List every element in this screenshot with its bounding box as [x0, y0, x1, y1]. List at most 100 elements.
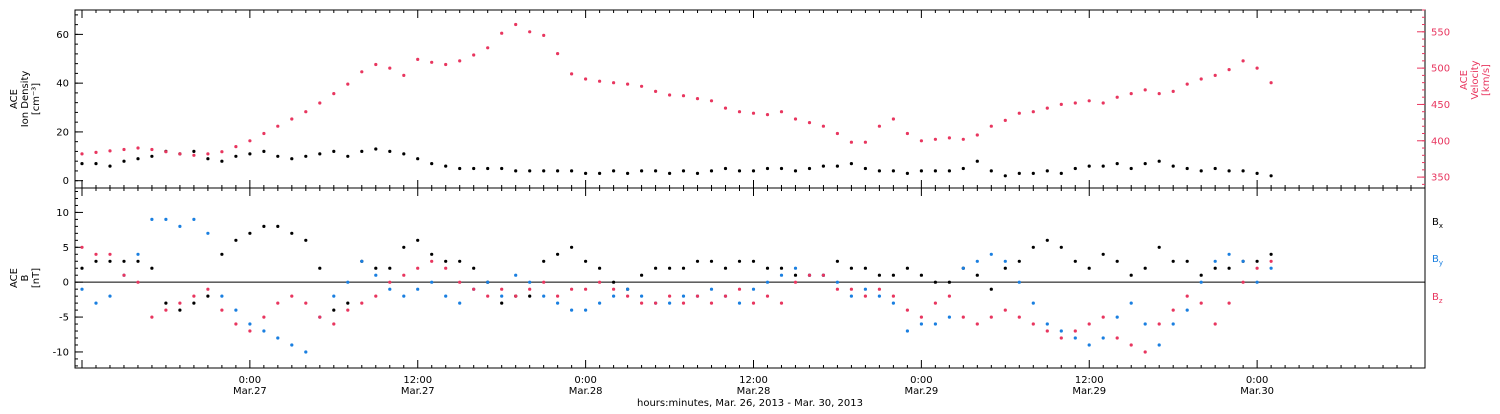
density-point — [1255, 171, 1259, 175]
by-point — [668, 301, 672, 305]
by-point — [1003, 259, 1007, 263]
by-point — [416, 287, 420, 291]
bx-point — [681, 266, 686, 270]
bz-point — [1129, 343, 1133, 347]
velocity-point — [528, 30, 532, 34]
density-point — [444, 164, 448, 168]
bz-point — [1255, 266, 1259, 270]
velocity-point — [150, 147, 154, 152]
by-point — [570, 308, 574, 312]
density-point — [1087, 164, 1091, 168]
velocity-point — [1143, 88, 1147, 92]
velocity-point — [80, 152, 84, 156]
velocity-point — [388, 66, 392, 70]
bz-point — [919, 315, 924, 319]
velocity-point — [1255, 66, 1259, 70]
bz-point — [1059, 336, 1063, 340]
bz-point — [1087, 322, 1091, 326]
x-tick-label-date: Mar.29 — [1072, 386, 1106, 397]
by-point — [220, 294, 224, 298]
x-tick-label-time: 12:00 — [1075, 375, 1104, 386]
density-point — [430, 162, 434, 166]
density-point — [458, 166, 462, 171]
bz-point — [1003, 308, 1007, 312]
bz-point — [835, 287, 840, 291]
density-point — [290, 157, 294, 161]
velocity-point — [947, 136, 952, 140]
bz-point — [346, 308, 350, 312]
by-point — [737, 301, 742, 305]
bx-point — [695, 259, 700, 263]
by-point — [1017, 280, 1021, 284]
velocity-point — [346, 82, 350, 86]
by-point — [849, 294, 854, 298]
density-point — [332, 149, 336, 153]
density-point — [1269, 174, 1273, 178]
by-point — [961, 266, 965, 270]
bz-point — [374, 294, 378, 298]
velocity-point — [877, 124, 882, 128]
by-point — [1087, 343, 1091, 347]
bz-point — [779, 301, 784, 305]
velocity-point — [1157, 92, 1161, 96]
bx-point — [528, 294, 532, 298]
velocity-point — [416, 57, 420, 62]
by-point — [751, 287, 756, 291]
bz-point — [248, 329, 252, 333]
velocity-point — [332, 92, 336, 96]
y2-tick-label: 400 — [1431, 136, 1450, 147]
velocity-point — [1031, 110, 1035, 114]
velocity-point — [108, 149, 112, 153]
by-point — [164, 217, 168, 221]
by-point — [905, 329, 910, 333]
bz-point — [360, 301, 364, 305]
velocity-point — [542, 33, 546, 38]
x-tick-label-time: 0:00 — [574, 375, 596, 386]
bz-point — [318, 315, 322, 319]
bz-point — [1157, 322, 1161, 326]
density-point — [1157, 159, 1161, 163]
by-point — [276, 336, 280, 340]
by-point — [779, 273, 784, 277]
bx-point — [234, 238, 238, 242]
by-point — [430, 280, 434, 284]
velocity-axis-title-line: ACE — [1459, 70, 1470, 90]
legend-subscript: y — [1439, 259, 1443, 267]
density-point — [933, 169, 938, 173]
velocity-point — [751, 111, 756, 115]
by-point — [1157, 343, 1161, 347]
velocity-point — [1017, 111, 1021, 115]
x-tick-label-date: Mar.29 — [904, 386, 938, 397]
bz-point — [136, 280, 140, 284]
bz-point — [947, 294, 952, 298]
bx-point — [1157, 245, 1161, 249]
by-point — [402, 294, 406, 298]
bz-point — [695, 294, 700, 298]
bz-point — [556, 294, 560, 298]
velocity-point — [891, 117, 896, 121]
velocity-point — [779, 110, 784, 114]
bz-point — [1017, 315, 1021, 319]
velocity-point — [164, 150, 168, 154]
velocity-point — [430, 60, 434, 64]
bz-point — [514, 294, 518, 298]
density-axis-title-line: [cm⁻³] — [31, 83, 42, 115]
by-point — [542, 294, 546, 298]
bz-point — [164, 308, 168, 312]
density-point — [486, 166, 490, 171]
density-point — [863, 166, 868, 171]
y-tick-label: 10 — [56, 208, 69, 219]
bx-point — [542, 259, 546, 263]
bz-point — [304, 301, 308, 305]
bx-point — [94, 259, 98, 263]
by-point — [528, 280, 532, 284]
bx-point — [975, 273, 979, 277]
density-point — [234, 154, 238, 158]
bx-point — [1255, 259, 1259, 263]
y-tick-label: 0 — [63, 176, 69, 187]
velocity-point — [556, 52, 560, 56]
by-point — [1031, 301, 1035, 305]
density-point — [402, 152, 406, 156]
bz-point — [486, 294, 490, 298]
